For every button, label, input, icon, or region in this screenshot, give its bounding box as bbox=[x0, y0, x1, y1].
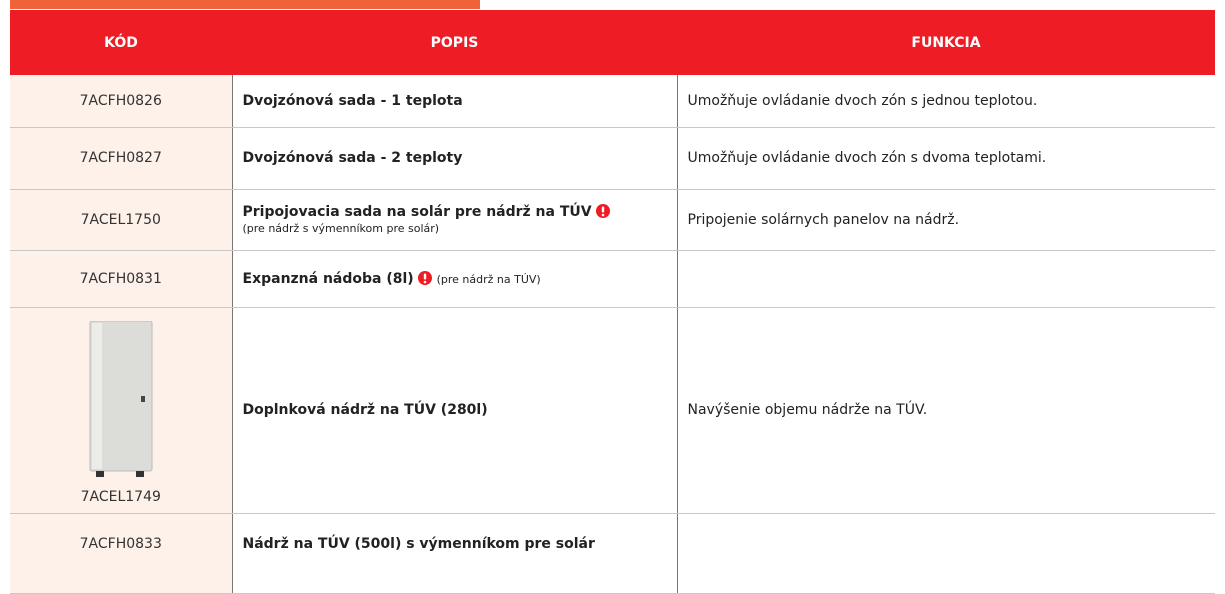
note: (pre nádrž s výmenníkom pre solár) bbox=[242, 221, 440, 235]
code-cell: 7ACEL1749 bbox=[10, 307, 232, 514]
row: 7ACEL1750 Pripojovacia sada na solár pre… bbox=[10, 189, 1215, 251]
code: 7ACFH0826 bbox=[10, 75, 232, 128]
code: 7ACFH0827 bbox=[10, 127, 232, 190]
header-cell: FUNKCIA bbox=[677, 10, 1215, 75]
function bbox=[676, 250, 1215, 308]
accent-strip bbox=[10, 0, 480, 9]
description-cell: Pripojovacia sada na solár pre nádrž na … bbox=[231, 189, 677, 251]
description: Dvojzónová sada - 2 teploty bbox=[242, 150, 463, 166]
row: 7ACFH0831 Expanzná nádoba (8l) (pre nádr… bbox=[10, 250, 1215, 308]
code: 7ACEL1749 bbox=[80, 488, 161, 505]
description-cell: Nádrž na TÚV (500l) s výmenníkom pre sol… bbox=[231, 513, 677, 594]
description-cell: Doplnková nádrž na TÚV (280l) bbox=[231, 307, 677, 514]
product-image bbox=[89, 320, 153, 477]
function: Umožňuje ovládanie dvoch zón s jednou te… bbox=[676, 75, 1215, 128]
description: Dvojzónová sada - 1 teplota bbox=[242, 92, 463, 109]
row: 7ACFH0833 Nádrž na TÚV (500l) s výmenník… bbox=[10, 513, 1215, 594]
warning-icon bbox=[418, 270, 433, 285]
row: 7ACFH0826 Dvojzónová sada - 1 teplota Um… bbox=[10, 75, 1215, 128]
header-cell: POPIS bbox=[232, 10, 677, 75]
description-cell: Expanzná nádoba (8l) (pre nádrž na TÚV) bbox=[231, 250, 677, 308]
row: 7ACEL1749 Doplnková nádrž na TÚV (280l) … bbox=[10, 307, 1215, 514]
function: Navýšenie objemu nádrže na TÚV. bbox=[676, 307, 1215, 514]
function: Pripojenie solárnych panelov na nádrž. bbox=[676, 189, 1215, 251]
code: 7ACFH0833 bbox=[10, 513, 232, 594]
description: Doplnková nádrž na TÚV (280l) bbox=[242, 402, 488, 418]
function: Umožňuje ovládanie dvoch zón s dvoma tep… bbox=[676, 127, 1215, 190]
description-cell: Dvojzónová sada - 2 teploty bbox=[231, 127, 677, 190]
row: 7ACFH0827 Dvojzónová sada - 2 teploty Um… bbox=[10, 127, 1215, 190]
description: Expanzná nádoba (8l) bbox=[242, 270, 414, 287]
warning-icon bbox=[596, 203, 611, 218]
accessories-table: KÓD POPIS FUNKCIA 7ACFH0826 Dvojzónová s… bbox=[10, 10, 1215, 594]
description: Nádrž na TÚV (500l) s výmenníkom pre sol… bbox=[242, 535, 595, 552]
function bbox=[676, 513, 1215, 594]
code: 7ACEL1750 bbox=[10, 189, 232, 251]
description: Pripojovacia sada na solár pre nádrž na … bbox=[242, 203, 592, 220]
header-cell: KÓD bbox=[10, 10, 232, 75]
note: (pre nádrž na TÚV) bbox=[436, 272, 541, 286]
table-header: KÓD POPIS FUNKCIA bbox=[10, 10, 1215, 75]
description-cell: Dvojzónová sada - 1 teplota bbox=[231, 75, 677, 128]
code: 7ACFH0831 bbox=[10, 250, 232, 308]
